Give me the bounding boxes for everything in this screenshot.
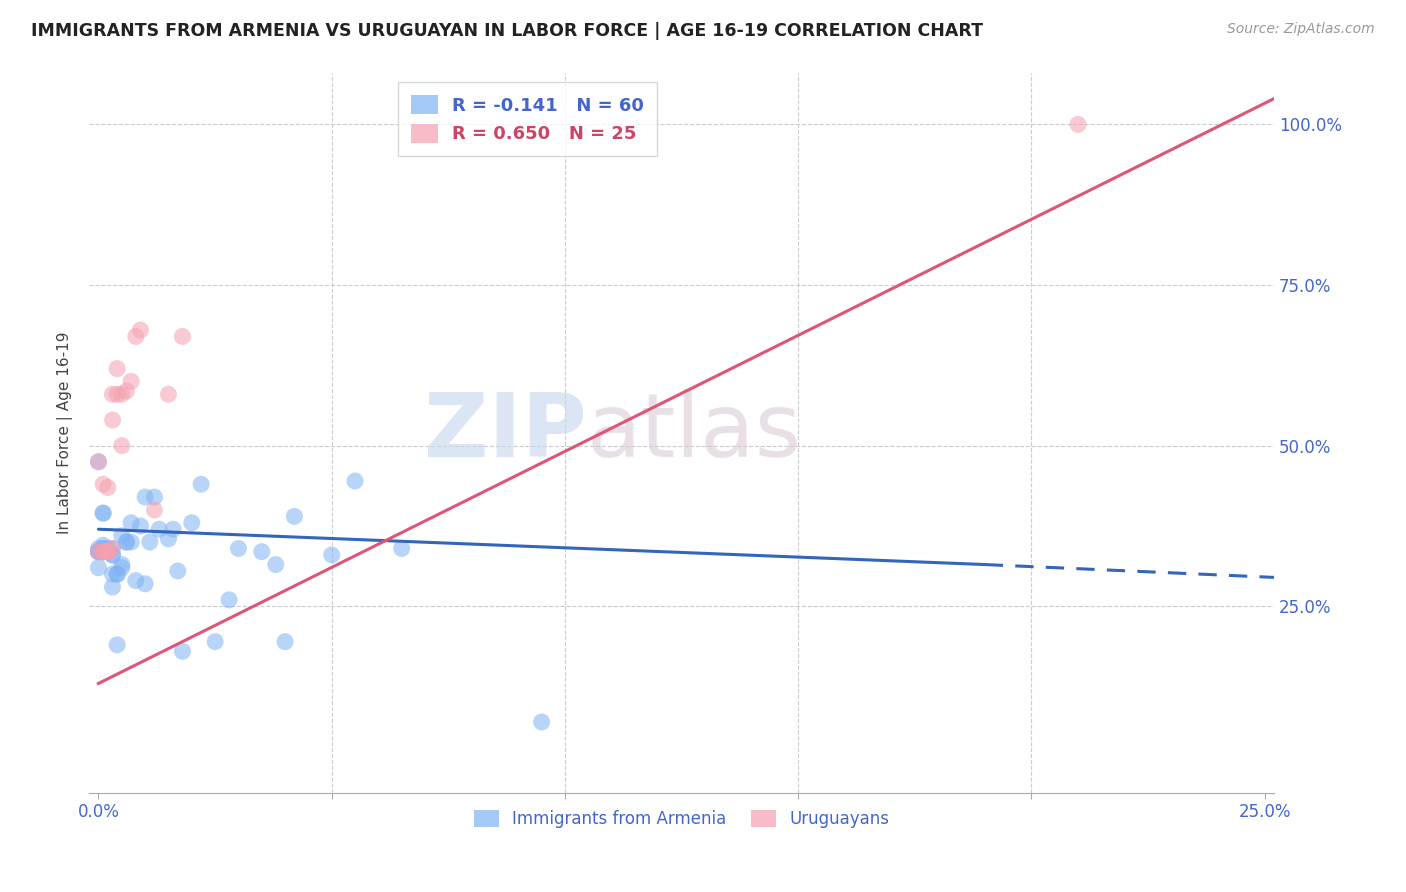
Point [120,535,142,549]
Point [111,387,134,401]
Point [97,544,120,558]
Point [157,532,180,546]
Point [180,516,202,530]
Point [162,522,184,536]
Point [111,528,134,542]
Point [172,329,194,343]
Point [91,541,114,556]
Point [1067,117,1090,131]
Point [91,544,114,558]
Point [91,544,114,558]
Point [101,580,124,594]
Point [105,638,128,652]
Point [101,541,124,556]
Point [125,329,148,343]
Point [111,558,134,572]
Point [530,714,553,729]
Point [101,387,124,401]
Point [143,503,166,517]
Point [97,544,120,558]
Point [97,544,120,558]
Point [105,567,128,582]
Point [91,506,114,520]
Point [129,519,152,533]
Point [87,544,110,558]
Point [87,455,110,469]
Point [97,544,120,558]
Point [105,387,128,401]
Point [97,544,120,558]
Point [97,544,120,558]
Point [91,544,114,558]
Point [91,544,114,558]
Point [139,535,162,549]
Legend: Immigrants from Armenia, Uruguayans: Immigrants from Armenia, Uruguayans [467,803,896,835]
Text: IMMIGRANTS FROM ARMENIA VS URUGUAYAN IN LABOR FORCE | AGE 16-19 CORRELATION CHAR: IMMIGRANTS FROM ARMENIA VS URUGUAYAN IN … [31,22,983,40]
Point [97,541,120,556]
Point [101,548,124,562]
Point [148,522,170,536]
Point [204,634,226,648]
Point [321,548,343,562]
Point [120,516,142,530]
Point [97,480,120,494]
Point [120,375,142,389]
Point [172,644,194,658]
Point [97,544,120,558]
Point [91,544,114,558]
Point [105,567,128,582]
Point [166,564,188,578]
Point [101,413,124,427]
Point [228,541,250,556]
Point [111,560,134,574]
Point [344,474,367,488]
Point [101,541,124,556]
Point [111,439,134,453]
Point [125,574,148,588]
Point [115,535,138,549]
Point [87,541,110,556]
Point [101,548,124,562]
Point [105,361,128,376]
Point [87,544,110,558]
Point [91,544,114,558]
Text: Source: ZipAtlas.com: Source: ZipAtlas.com [1227,22,1375,37]
Point [91,541,114,556]
Point [87,560,110,574]
Point [274,634,297,648]
Point [134,490,156,504]
Point [91,538,114,552]
Point [87,455,110,469]
Text: ZIP: ZIP [425,389,586,476]
Point [134,577,156,591]
Point [391,541,413,556]
Point [91,506,114,520]
Point [97,544,120,558]
Point [115,384,138,398]
Point [91,544,114,558]
Point [129,323,152,337]
Text: atlas: atlas [586,389,801,476]
Point [143,490,166,504]
Point [87,544,110,558]
Point [157,387,180,401]
Point [218,593,240,607]
Point [101,567,124,582]
Point [250,544,273,558]
Y-axis label: In Labor Force | Age 16-19: In Labor Force | Age 16-19 [58,332,73,534]
Point [190,477,212,491]
Point [115,535,138,549]
Point [283,509,305,524]
Point [264,558,287,572]
Point [87,544,110,558]
Point [91,477,114,491]
